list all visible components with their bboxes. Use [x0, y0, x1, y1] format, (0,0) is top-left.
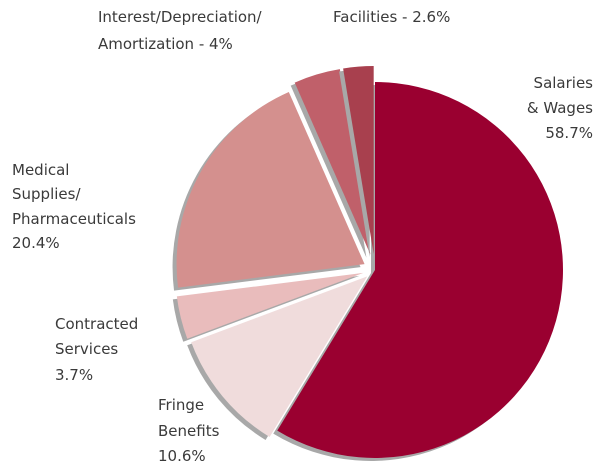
slice-label: Fringe: [158, 396, 204, 414]
slice-label-line: & Wages: [527, 99, 593, 117]
slice: [343, 66, 374, 255]
slice-label-line: Salaries: [534, 74, 594, 92]
slice-value-label: 2.6%: [412, 8, 450, 26]
slice-value-label: 10.6%: [158, 447, 206, 465]
slice-label-line: Contracted: [55, 315, 138, 333]
slice-label: Medical: [12, 161, 69, 179]
slice-label: & Wages: [527, 99, 593, 117]
slice-label-line: Interest/Depreciation/: [98, 8, 263, 26]
slice: [277, 82, 563, 458]
slice-label-line: Benefits: [158, 422, 220, 440]
slice-label-line: Pharmaceuticals: [12, 210, 136, 228]
slice-shadow: [290, 72, 367, 258]
slice-label: Services: [55, 340, 118, 358]
slice-label: Amortization - 4%: [98, 35, 233, 53]
slice-label-line: Amortization -: [98, 35, 209, 53]
slice-label: Pharmaceuticals: [12, 210, 136, 228]
slice-value-label: 58.7%: [545, 124, 593, 142]
slice: [294, 69, 371, 255]
slice-label-line: Fringe: [158, 396, 204, 414]
slice-value-label: 3.7%: [55, 366, 93, 384]
slice: [176, 92, 365, 288]
slice-label-line: Facilities -: [333, 8, 412, 26]
slice-label: Supplies/: [12, 185, 81, 203]
slice: [176, 272, 364, 339]
slice-value-label: 4%: [209, 35, 233, 53]
slice-label: Contracted: [55, 315, 138, 333]
slice-label: Benefits: [158, 422, 220, 440]
slice-label: Facilities - 2.6%: [333, 8, 450, 26]
slice-label: Interest/Depreciation/: [98, 8, 263, 26]
slice: [191, 276, 368, 437]
slice-label-line: Medical: [12, 161, 69, 179]
slice-label: Salaries: [534, 74, 594, 92]
slice-value-label: 20.4%: [12, 234, 60, 252]
slice-label-line: Services: [55, 340, 118, 358]
slice-label-line: Supplies/: [12, 185, 81, 203]
